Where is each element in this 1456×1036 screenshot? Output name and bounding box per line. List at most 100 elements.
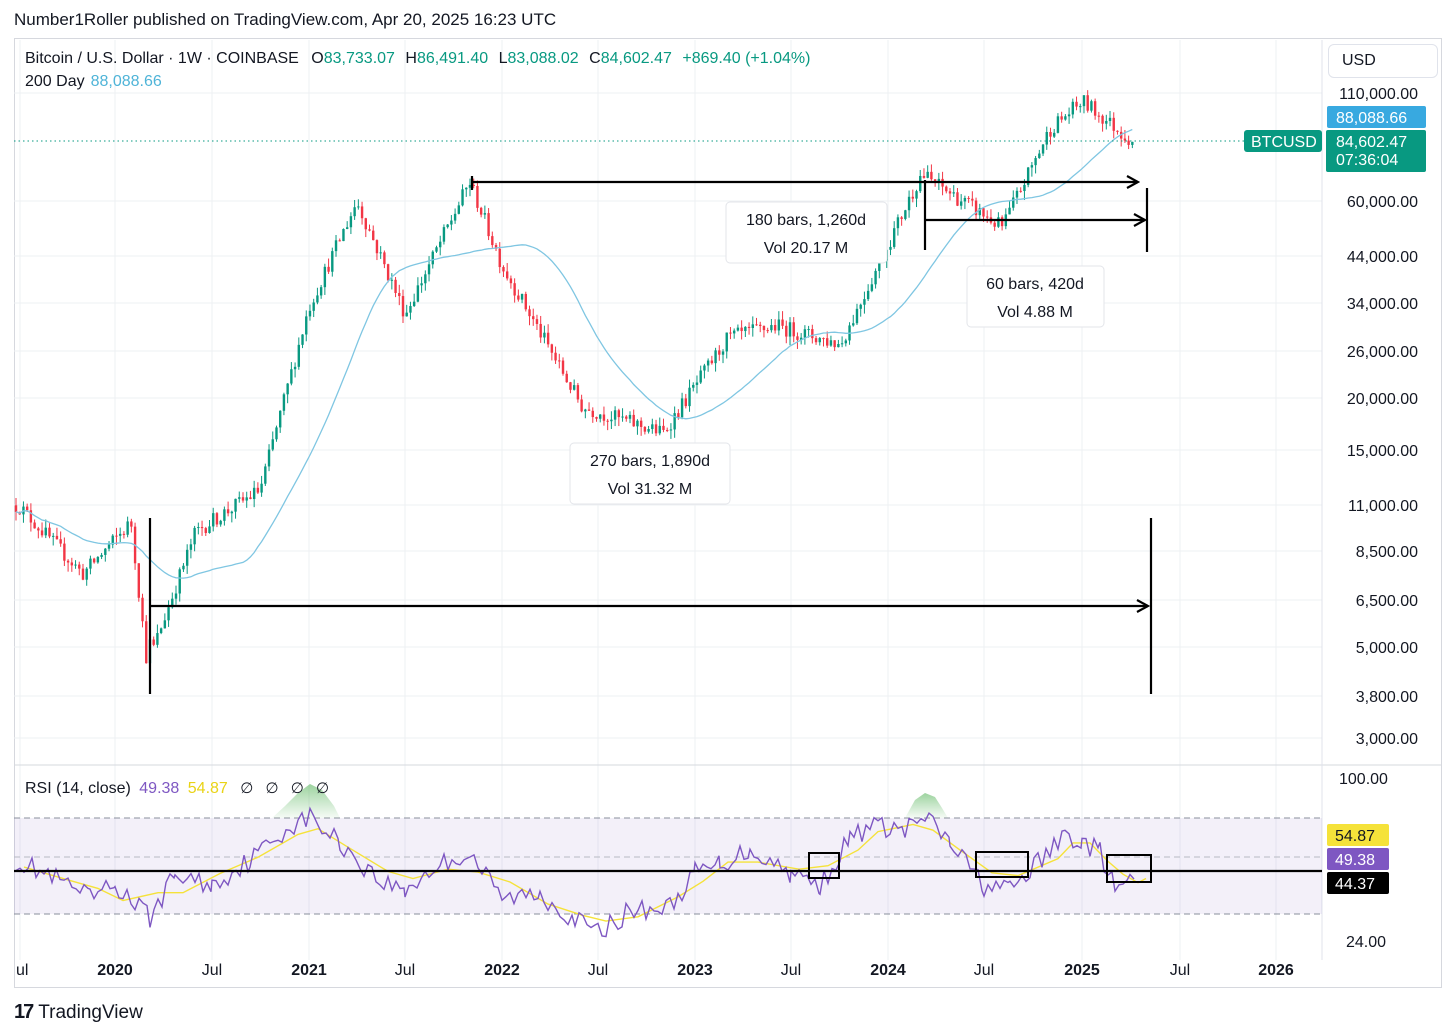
- candle-body: [606, 420, 609, 422]
- candle-body: [811, 329, 814, 339]
- candle-body: [840, 343, 844, 345]
- time-tick-label: 2025: [1064, 962, 1100, 979]
- candle-body: [1067, 114, 1071, 117]
- currency-selector[interactable]: USD: [1328, 44, 1438, 78]
- candle-body: [130, 521, 133, 527]
- annotation-label-180-bars: 180 bars, 1,260d Vol 20.17 M: [725, 201, 888, 264]
- candle-body: [230, 511, 234, 514]
- candle-body: [163, 620, 167, 629]
- high-value: 86,491.40: [416, 50, 489, 67]
- candle-body: [468, 184, 472, 188]
- ma-legend[interactable]: 200 Day 88,088.66: [25, 73, 162, 91]
- candle-body: [666, 429, 669, 431]
- candle-body: [1116, 130, 1119, 132]
- candle-body: [971, 198, 974, 201]
- candle-body: [532, 316, 535, 320]
- candle-body: [427, 264, 431, 275]
- candle-body: [37, 528, 40, 531]
- price-tick-label: 110,000.00: [1339, 86, 1418, 103]
- candle-body: [959, 201, 963, 206]
- candle-body: [461, 189, 464, 206]
- candle-body: [405, 312, 408, 317]
- candle-body: [74, 564, 77, 566]
- tradingview-brand: TradingView: [38, 1001, 143, 1023]
- candle-body: [379, 252, 382, 254]
- candle-body: [312, 302, 315, 311]
- candle-body: [1112, 117, 1115, 131]
- candle-body: [505, 271, 509, 279]
- candle-body: [63, 543, 66, 561]
- close-label: C: [589, 50, 601, 67]
- rsi-legend[interactable]: RSI (14, close) 49.38 54.87 ∅ ∅ ∅ ∅: [25, 779, 333, 798]
- candle-body: [528, 309, 531, 317]
- candle-body: [822, 338, 825, 340]
- candle-body: [323, 266, 327, 288]
- candle-body: [948, 191, 952, 194]
- time-axis[interactable]: ul 2020 Jul 2021 Jul 2022 Jul 2023 Jul 2024 Jul 202…: [16, 962, 1294, 979]
- candle-body: [126, 521, 129, 535]
- rsi-box-2023: [808, 852, 840, 879]
- rsi-ma-value: 54.87: [187, 780, 228, 797]
- candle-body: [483, 213, 487, 215]
- candle-body: [1012, 197, 1015, 208]
- range-annotations: [148, 176, 1153, 694]
- candle-body: [156, 633, 159, 645]
- candle-body: [621, 416, 624, 418]
- candle-body: [1060, 116, 1063, 120]
- candle-body: [729, 332, 732, 334]
- candle-body: [1082, 95, 1086, 107]
- candle-body: [740, 327, 743, 332]
- candle-body: [814, 338, 818, 343]
- candle-body: [178, 569, 181, 594]
- candle-body: [92, 558, 96, 563]
- candle-body: [699, 370, 702, 383]
- candle-body: [364, 218, 367, 230]
- candle-body: [357, 206, 360, 208]
- rsi-ma-tag: 54.87: [1335, 828, 1375, 845]
- rsi-value-tag: 49.38: [1335, 852, 1375, 869]
- candle-body: [453, 213, 457, 221]
- rsi-extra-values: ∅ ∅ ∅ ∅: [240, 780, 334, 797]
- price-tick-label: 3,000.00: [1356, 731, 1418, 748]
- time-tick-label: ul: [16, 962, 28, 979]
- candle-body: [692, 384, 695, 388]
- candle-body: [204, 528, 207, 534]
- candle-body: [409, 306, 412, 313]
- horizontal-gridlines: [14, 92, 1322, 739]
- candle-body: [986, 216, 989, 218]
- candle-body: [107, 544, 111, 549]
- candlestick-series: [14, 90, 1134, 694]
- candle-body: [85, 568, 88, 580]
- ohlc-legend[interactable]: Bitcoin / U.S. Dollar · 1W · COINBASE O8…: [25, 50, 810, 68]
- time-tick-label: 2024: [870, 962, 906, 979]
- candle-body: [502, 267, 505, 272]
- candle-body: [383, 252, 386, 265]
- candle-body: [855, 308, 859, 324]
- candle-body: [174, 593, 178, 599]
- candle-body: [267, 449, 271, 467]
- candle-body: [997, 217, 1000, 227]
- time-tick-label: Jul: [1170, 962, 1190, 979]
- candle-body: [1034, 158, 1037, 166]
- candle-body: [602, 414, 606, 421]
- candle-body: [245, 497, 248, 501]
- candle-body: [416, 285, 420, 302]
- candle-body: [275, 427, 278, 440]
- candle-body: [1105, 120, 1108, 124]
- candle-body: [703, 365, 706, 371]
- candle-body: [465, 187, 468, 190]
- price-axis[interactable]: 110,000.00 60,000.00 44,000.00 34,000.00 26,…: [1339, 86, 1418, 748]
- candle-body: [226, 509, 230, 514]
- candle-body: [171, 598, 174, 608]
- candle-body: [189, 544, 193, 550]
- candle-body: [29, 510, 33, 523]
- candle-body: [539, 323, 542, 338]
- price-tick-label: 8,500.00: [1356, 544, 1418, 561]
- candle-body: [599, 414, 602, 419]
- candle-body: [773, 325, 777, 331]
- ma-price-tag: 88,088.66: [1327, 106, 1426, 128]
- candle-body: [651, 424, 654, 430]
- candle-body: [200, 527, 204, 529]
- candle-body: [353, 207, 356, 217]
